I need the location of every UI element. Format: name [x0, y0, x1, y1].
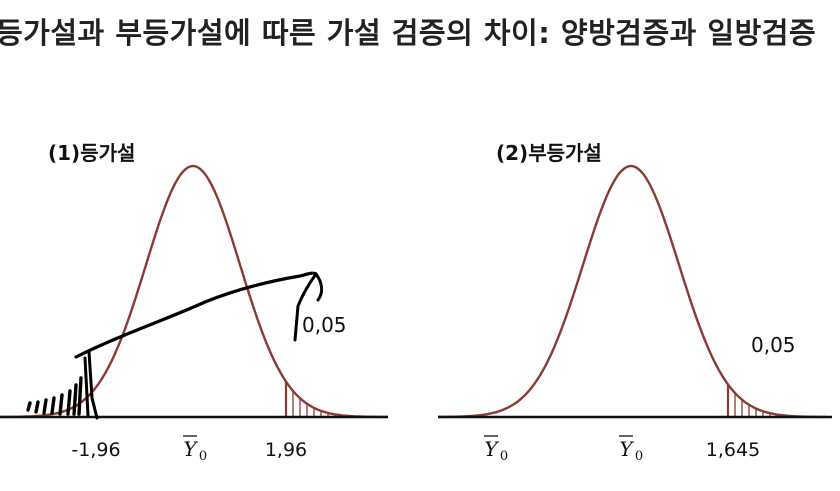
annotation-arrow-head — [293, 272, 324, 342]
panel-2-label: (2)부등가설 — [496, 141, 602, 165]
annotation-arrow-line — [74, 271, 318, 359]
mean-subscript-1: 0 — [199, 449, 207, 464]
normal-curve-2 — [438, 164, 826, 419]
tick-label-1-96: 1,96 — [265, 439, 307, 461]
mean-symbol-2: Y — [619, 437, 634, 461]
panel-one-sided: (2)부등가설 1,645 Y 0 Y 0 0,05 — [438, 141, 832, 464]
tail-probability-label-1: 0,05 — [302, 313, 347, 337]
tick-label-1-645: 1,645 — [706, 439, 760, 461]
panel-1-label: (1)등가설 — [48, 141, 135, 165]
tail-probability-label-2: 0,05 — [751, 333, 796, 357]
mean-subscript-2: 0 — [635, 449, 643, 464]
mean-symbol-1: Y — [183, 437, 198, 461]
mean-label-1: Y 0 — [183, 435, 207, 464]
normal-curve-1 — [0, 164, 389, 419]
slide-title: 등가설과 부등가설에 따른 가설 검증의 차이: 양방검증과 일방검증 — [0, 16, 817, 50]
mean-label-2: Y 0 — [619, 435, 643, 464]
left-label-2: Y 0 — [484, 435, 508, 464]
tick-label-neg-1-96: -1,96 — [71, 439, 120, 461]
left-symbol-2: Y — [484, 437, 499, 461]
left-subscript-2: 0 — [500, 449, 508, 464]
annotation-marker — [83, 350, 99, 420]
handwritten-annotation — [26, 271, 324, 420]
annotation-scribble — [26, 376, 83, 416]
panel-two-sided: (1)등가설 -1,96 1,96 Y 0 0,05 — [0, 141, 389, 464]
